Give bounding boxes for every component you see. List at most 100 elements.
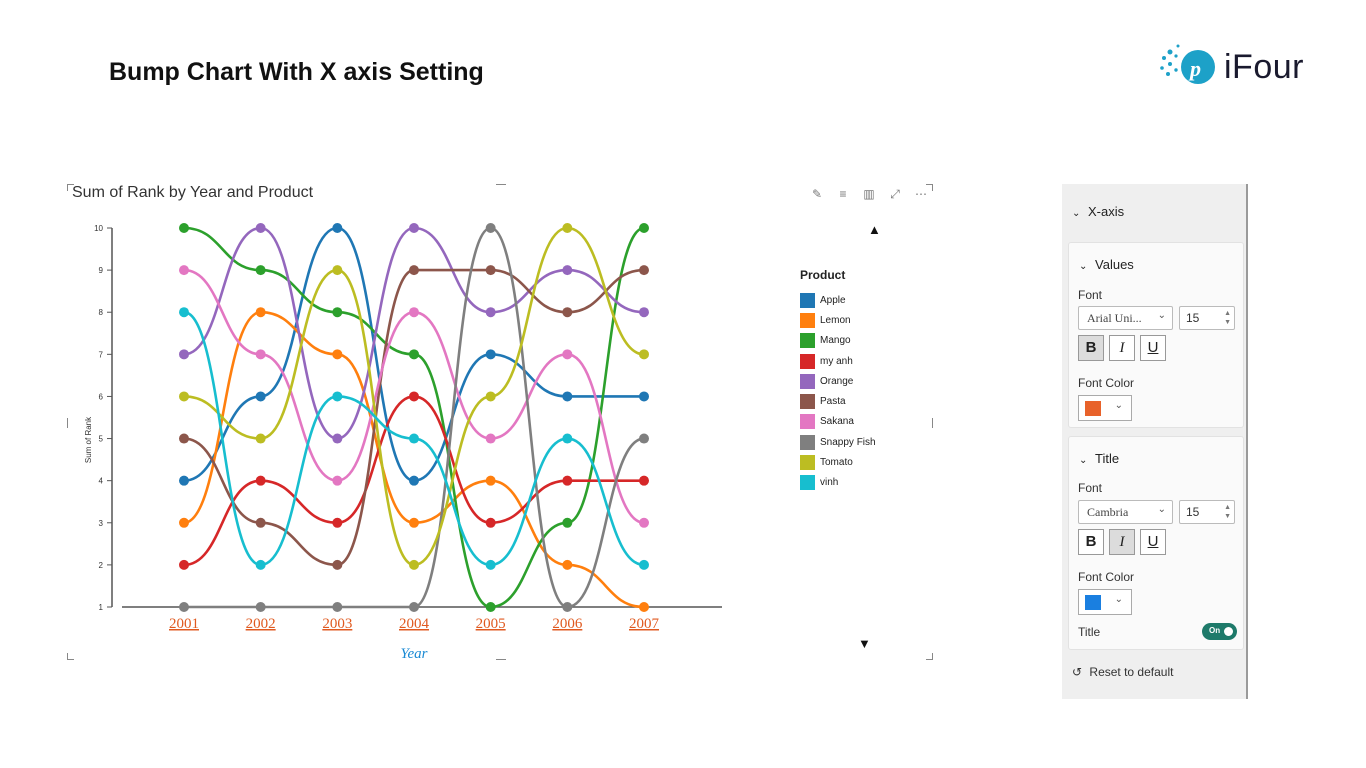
more-options-icon[interactable]: ⋯ — [915, 187, 927, 201]
legend-item[interactable]: Pasta — [800, 391, 876, 411]
legend-label: Pasta — [820, 396, 846, 408]
y-tick-label: 3 — [99, 519, 104, 528]
data-point — [562, 391, 573, 402]
series-line — [183, 310, 645, 609]
data-point — [562, 602, 573, 612]
data-point — [485, 223, 496, 233]
legend-item[interactable]: Sakana — [800, 412, 876, 432]
x-axis-title: Year — [401, 646, 428, 662]
legend-scroll-down-icon[interactable]: ▼ — [858, 636, 871, 651]
chevron-down-icon: ⌄ — [1079, 455, 1088, 466]
values-card: ⌄ Values Font Arial Uni... ⌄ 15 ▲ ▼ B I U… — [1068, 242, 1244, 428]
legend-swatch — [800, 475, 815, 491]
values-font-size-input[interactable]: 15 ▲ ▼ — [1179, 306, 1235, 330]
legend-item[interactable]: Orange — [800, 371, 876, 391]
data-point — [255, 391, 266, 402]
title-italic-button[interactable]: I — [1109, 529, 1135, 555]
title-font-color-picker[interactable]: ⌄ — [1078, 589, 1132, 615]
data-point — [332, 517, 343, 528]
data-point — [485, 265, 496, 276]
data-point — [639, 223, 649, 233]
data-point — [485, 391, 496, 402]
legend-label: Snappy Fish — [820, 436, 876, 448]
values-bold-button[interactable]: B — [1078, 335, 1104, 361]
title-card-header[interactable]: ⌄ Title — [1079, 451, 1119, 466]
legend-swatch — [800, 434, 815, 450]
data-point — [332, 475, 343, 486]
bump-chart-visual[interactable]: Sum of Rank by Year and Product ✎ ≡ ▥ ⤢ … — [66, 183, 934, 662]
legend-swatch — [800, 394, 815, 410]
chevron-down-icon: ⌄ — [1079, 261, 1088, 272]
format-pane: ⌄ X-axis ⌄ Values Font Arial Uni... ⌄ 15… — [1062, 184, 1248, 699]
legend-item[interactable]: vinh — [800, 473, 876, 493]
y-tick-label: 10 — [94, 224, 103, 233]
y-tick-label: 5 — [99, 435, 104, 444]
data-point — [639, 391, 649, 402]
data-point — [179, 475, 189, 486]
legend-label: Sakana — [820, 416, 854, 428]
legend-scroll-up-icon[interactable]: ▲ — [868, 222, 881, 237]
data-point — [485, 307, 496, 318]
x-axis-section-label: X-axis — [1088, 204, 1125, 219]
legend-item[interactable]: Mango — [800, 331, 876, 351]
data-point — [562, 517, 573, 528]
y-axis-title: Sum of Rank — [84, 416, 93, 463]
legend-label: vinh — [820, 477, 839, 489]
chevron-down-icon: ⌄ — [1157, 310, 1166, 321]
data-point — [179, 559, 189, 570]
x-tick-label: 2003 — [322, 616, 352, 632]
title-toggle[interactable]: On — [1202, 623, 1237, 640]
data-point — [562, 559, 573, 570]
values-italic-button[interactable]: I — [1109, 335, 1135, 361]
title-underline-button[interactable]: U — [1140, 529, 1166, 555]
legend-label: Lemon — [820, 314, 851, 326]
x-axis-section-header[interactable]: ⌄ X-axis — [1072, 204, 1124, 219]
values-font-family-value: Arial Uni... — [1087, 311, 1142, 325]
legend-item[interactable]: Apple — [800, 290, 876, 310]
legend-swatch — [800, 312, 815, 328]
data-point — [179, 307, 189, 318]
y-tick-label: 9 — [99, 266, 104, 275]
x-tick-label: 2004 — [399, 616, 430, 632]
legend-item[interactable]: Lemon — [800, 310, 876, 330]
data-point — [255, 349, 266, 360]
data-point — [255, 559, 266, 570]
values-underline-button[interactable]: U — [1140, 335, 1166, 361]
y-tick-label: 6 — [99, 392, 104, 401]
values-card-header[interactable]: ⌄ Values — [1079, 257, 1134, 272]
data-point — [639, 433, 649, 444]
legend-item[interactable]: my anh — [800, 351, 876, 371]
focus-mode-icon[interactable]: ⤢ — [890, 187, 900, 201]
spinner-icon[interactable]: ▲ ▼ — [1224, 504, 1231, 520]
x-tick-label: 2002 — [246, 616, 276, 632]
title-bold-button[interactable]: B — [1078, 529, 1104, 555]
data-point — [332, 349, 343, 360]
visual-header-toolbar: ✎ ≡ ▥ ⤢ ⋯ — [809, 186, 929, 202]
data-point — [639, 602, 649, 612]
data-point — [409, 391, 419, 402]
data-point — [485, 602, 496, 612]
title-font-family-dropdown[interactable]: Cambria ⌄ — [1078, 500, 1173, 524]
legend-title: Product — [800, 268, 846, 282]
data-point — [639, 265, 649, 276]
filter-icon[interactable]: ≡ — [839, 187, 847, 201]
title-color-swatch — [1085, 595, 1101, 610]
values-font-color-picker[interactable]: ⌄ — [1078, 395, 1132, 421]
reset-to-default-button[interactable]: ↺ Reset to default — [1072, 665, 1173, 679]
data-point — [639, 475, 649, 486]
data-point — [562, 223, 573, 233]
visual-format-icon[interactable]: ▥ — [863, 187, 875, 201]
data-point — [409, 602, 419, 612]
pin-icon[interactable]: ✎ — [811, 187, 823, 201]
title-font-size-input[interactable]: 15 ▲ ▼ — [1179, 500, 1235, 524]
data-point — [332, 307, 343, 318]
chevron-down-icon: ⌄ — [1157, 504, 1166, 515]
values-font-family-dropdown[interactable]: Arial Uni... ⌄ — [1078, 306, 1173, 330]
values-card-title: Values — [1095, 257, 1134, 272]
data-point — [332, 433, 343, 444]
legend-item[interactable]: Tomato — [800, 452, 876, 472]
legend-item[interactable]: Snappy Fish — [800, 432, 876, 452]
spinner-icon[interactable]: ▲ ▼ — [1224, 310, 1231, 326]
series-line — [183, 226, 645, 609]
values-font-label: Font — [1078, 288, 1103, 302]
